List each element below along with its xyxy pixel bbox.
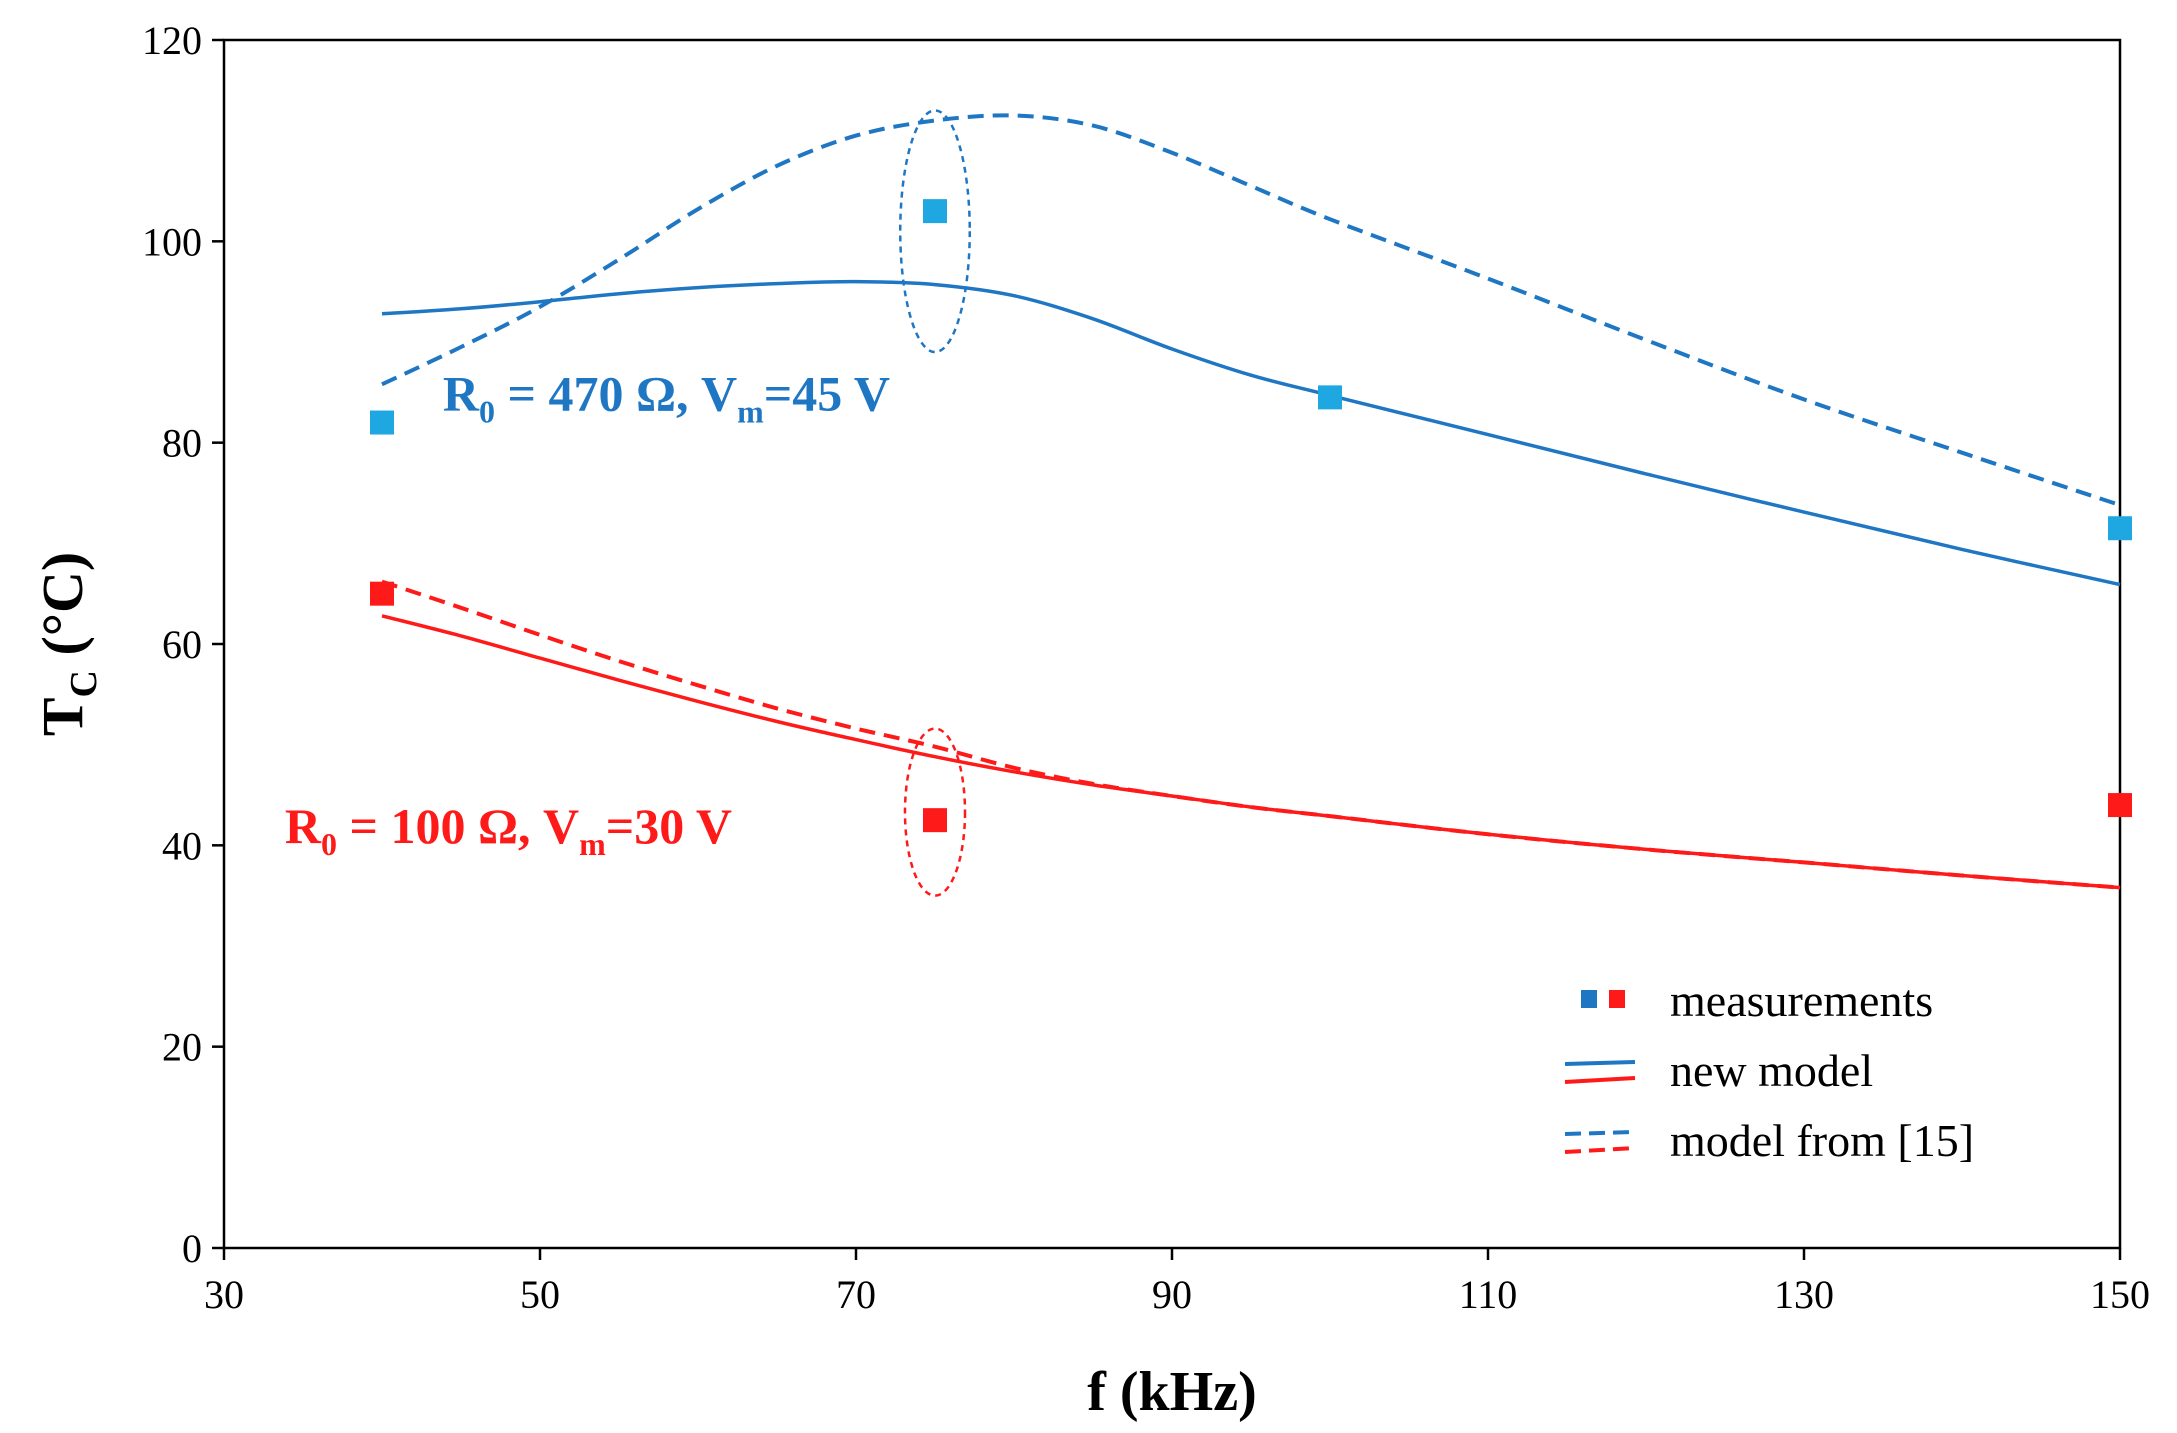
annotation-subscript: 0 xyxy=(479,393,495,429)
series-line-blue-dashed xyxy=(381,113,2121,507)
legend-marker-blue xyxy=(1581,990,1597,1008)
series-line-red-dashed xyxy=(381,579,2121,890)
legend-line-red-dashed xyxy=(1564,1146,1636,1154)
x-axis-title: f (kHz) xyxy=(1087,1361,1257,1423)
axis-titles: f (kHz) TC (°C) xyxy=(30,552,1257,1423)
x-tick-label: 90 xyxy=(1152,1272,1192,1317)
measurement-markers xyxy=(370,199,2132,833)
annotation-text: =45 V xyxy=(764,365,890,421)
annotation-subscript: m xyxy=(737,393,764,429)
x-tick-label: 70 xyxy=(836,1272,876,1317)
y-axis-title-unit: (°C) xyxy=(30,552,95,670)
annotation-text: R xyxy=(443,365,480,421)
y-axis-title-subscript: C xyxy=(63,670,105,697)
highlight-ellipse-red xyxy=(903,727,967,897)
y-tick-label: 40 xyxy=(162,823,202,868)
data-point-lightblue-2 xyxy=(1318,385,1342,410)
x-tick-label: 50 xyxy=(520,1272,560,1317)
x-tick-label: 110 xyxy=(1459,1272,1518,1317)
legend-label: measurements xyxy=(1670,975,1933,1026)
y-axis-title-main: T xyxy=(30,697,95,736)
annotation-subscript: m xyxy=(579,826,606,862)
highlight-ellipse-blue xyxy=(898,109,972,354)
series-lines xyxy=(381,113,2121,890)
y-tick-label: 60 xyxy=(162,622,202,667)
y-tick-label: 120 xyxy=(142,18,202,63)
data-point-red-0 xyxy=(370,581,394,606)
annotation-red: R0 = 100 Ω, Vm=30 V xyxy=(285,798,732,862)
legend-line-blue-dashed xyxy=(1564,1130,1636,1136)
x-tick-label: 150 xyxy=(2090,1272,2150,1317)
annotation-text: = 100 Ω, V xyxy=(337,798,579,854)
y-tick-label: 80 xyxy=(162,421,202,466)
x-tick-label: 30 xyxy=(204,1272,244,1317)
data-point-red-1 xyxy=(923,808,947,833)
data-point-lightblue-1 xyxy=(923,199,947,224)
legend-marker-red xyxy=(1609,990,1625,1008)
data-point-red-2 xyxy=(2108,793,2132,818)
x-tick-label: 130 xyxy=(1774,1272,1834,1317)
axis-ticks: 30 50 70 90 110 130 150 0 20 40 60 80 100 120 xyxy=(142,18,2150,1317)
annotation-text: =30 V xyxy=(606,798,732,854)
legend-label: model from [15] xyxy=(1670,1115,1974,1166)
annotation-text: R xyxy=(285,798,322,854)
annotations: R0 = 470 Ω, Vm=45 VR0 = 100 Ω, Vm=30 V xyxy=(285,365,890,862)
legend-line-red-solid xyxy=(1564,1076,1636,1084)
annotation-blue: R0 = 470 Ω, Vm=45 V xyxy=(443,365,890,429)
highlight-ellipses xyxy=(898,109,972,897)
data-point-lightblue-0 xyxy=(370,410,394,435)
y-tick-label: 0 xyxy=(182,1226,202,1271)
legend-label: new model xyxy=(1670,1045,1873,1096)
series-line-blue-solid xyxy=(381,279,2121,587)
y-axis-title: TC (°C) xyxy=(30,552,105,736)
legend: measurements new model model from [15] xyxy=(1564,975,1974,1166)
data-point-lightblue-3 xyxy=(2108,516,2132,541)
legend-line-blue-solid xyxy=(1564,1060,1636,1066)
annotation-subscript: 0 xyxy=(321,826,337,862)
annotation-text: = 470 Ω, V xyxy=(495,365,737,421)
y-tick-label: 100 xyxy=(142,219,202,264)
y-tick-label: 20 xyxy=(162,1025,202,1070)
